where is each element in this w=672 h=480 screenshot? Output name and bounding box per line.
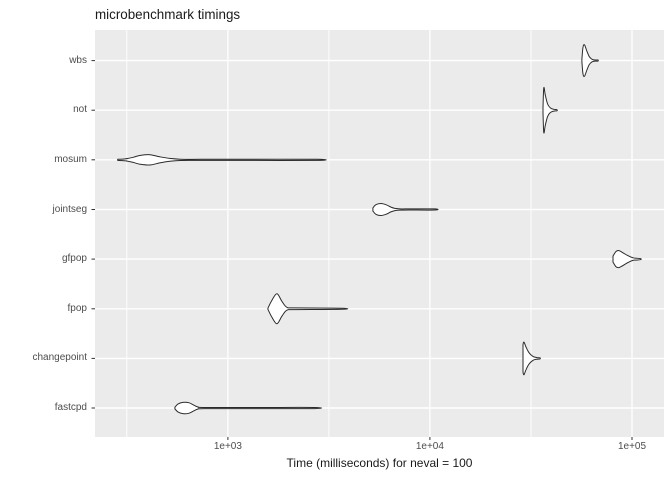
y-axis-label-jointseg: jointseg xyxy=(52,203,87,215)
y-axis-label-not: not xyxy=(73,104,87,116)
violin-gfpop xyxy=(612,250,642,269)
y-axis-label-fastcpd: fastcpd xyxy=(54,402,87,413)
y-axis-label-changepoint: changepoint xyxy=(32,352,88,364)
x-axis-title: Time (milliseconds) for neval = 100 xyxy=(286,456,473,470)
violin-fastcpd xyxy=(174,401,323,415)
y-axis-label-mosum: mosum xyxy=(54,153,87,165)
y-axis-label-fpop: fpop xyxy=(67,302,87,314)
violin-mosum xyxy=(117,154,327,166)
x-axis-tick-label: 1e+05 xyxy=(617,441,647,452)
y-axis-label-gfpop: gfpop xyxy=(61,253,87,265)
chart-title: microbenchmark timings xyxy=(95,7,241,22)
panel-background xyxy=(95,30,664,437)
x-axis-tick-label: 1e+04 xyxy=(415,441,444,452)
x-axis-tick-label: 1e+03 xyxy=(213,441,242,452)
violin-wbs xyxy=(581,44,599,77)
violin-jointseg xyxy=(372,203,439,216)
violin-fpop xyxy=(267,293,349,325)
y-axis-label-wbs: wbs xyxy=(69,54,87,66)
violin-changepoint xyxy=(522,341,541,376)
violin-not xyxy=(542,86,558,134)
